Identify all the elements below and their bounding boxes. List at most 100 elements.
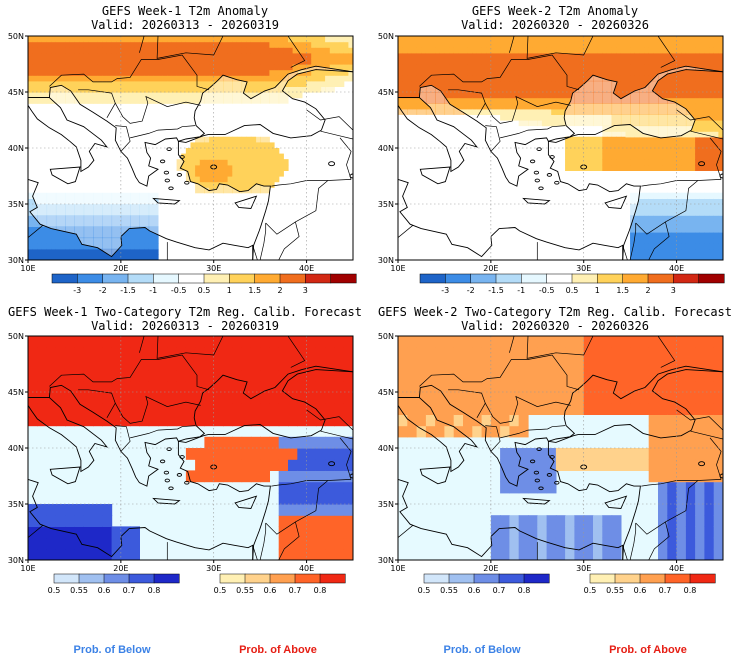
grid-cell [60,69,66,76]
grid-cell [134,237,140,244]
grid-cell [246,47,252,54]
grid-cell [204,164,210,171]
grid-cell [602,526,613,539]
grid-cell [453,58,459,65]
grid-cell [495,64,501,71]
grid-cell [236,47,243,54]
sea-cell [46,192,57,205]
colorbar-swatch [102,273,129,284]
grid-cell [46,237,52,244]
grid-cell [334,448,345,460]
grid-cell [709,192,715,199]
grid-cell [593,36,599,43]
grid-cell [658,347,668,359]
grid-cell [402,36,408,43]
grid-cell [537,75,543,82]
grid-cell [51,69,57,76]
grid-cell [528,80,534,87]
grid-cell [292,80,298,87]
grid-cell [158,358,168,371]
grid-cell [574,142,580,149]
grid-cell [120,97,127,104]
grid-cell [250,403,261,415]
grid-cell [532,92,538,99]
grid-cell [713,198,719,205]
grid-cell [288,347,298,359]
grid-cell [260,403,270,415]
border [500,125,566,139]
grid-cell [486,80,492,87]
grid-cell [55,347,66,359]
grid-cell [134,254,140,260]
grid-cell [671,41,678,48]
grid-cell [495,58,501,65]
grid-cell [458,41,464,48]
grid-cell [55,248,62,255]
grid-cell [83,69,89,76]
grid-cell [704,392,715,404]
grid-cell [667,64,673,71]
grid-cell [153,254,159,260]
grid-cell [325,470,335,483]
grid-cell [644,47,650,54]
sea-cell [37,204,48,216]
grid-cell [532,41,538,48]
grid-cell [185,92,192,99]
grid-cell [546,114,552,121]
grid-cell [46,36,52,43]
grid-cell [139,86,145,93]
grid-cell [260,47,266,54]
grid-cell [185,380,196,393]
grid-cell [218,176,224,183]
grid-cell [218,164,224,171]
grid-cell [653,136,659,143]
grid-cell [676,414,687,427]
grid-cell [425,64,432,71]
grid-cell [569,136,575,143]
grid-cell [630,69,636,76]
grid-cell [269,52,275,59]
grid-cell [325,392,335,404]
gridlines [398,36,723,260]
grid-cell [630,125,636,132]
grid-cell [709,243,715,250]
grid-cell [167,380,178,393]
grid-cell [514,86,520,93]
grid-cell [144,92,150,99]
grid-cell [134,86,140,93]
grid-cell [93,86,99,93]
grid-cell [227,52,233,59]
grid-cell [699,159,705,166]
grid-cell [111,403,122,415]
grid-cell [320,58,326,65]
sea-cell [574,114,585,127]
grid-cell [79,47,85,54]
grid-cell [514,41,520,48]
grid-cell [583,392,594,404]
sea-cell [611,103,622,115]
grid-cell [602,142,608,149]
grid-cell [425,80,432,87]
grid-cell [241,358,252,371]
grid-cell [246,136,252,143]
grid-cell [51,52,57,59]
grid-cell [153,232,159,239]
grid-cell [444,69,450,76]
grid-cell [435,41,441,48]
grid-cell [644,204,650,211]
grid-cell [102,358,113,371]
grid-cell [28,41,34,48]
sea-cell [639,92,650,104]
grid-cell [171,64,178,71]
grid-cell [325,336,335,348]
grid-cell [671,254,678,260]
grid-cell [250,58,257,65]
grid-cell [55,504,66,516]
sea-cell [65,192,75,205]
grid-cell [639,254,645,260]
grid-cell [37,347,48,359]
grid-cell [528,97,534,104]
grid-cell [69,248,75,255]
grid-cell [690,209,696,216]
grid-cell [658,425,668,438]
